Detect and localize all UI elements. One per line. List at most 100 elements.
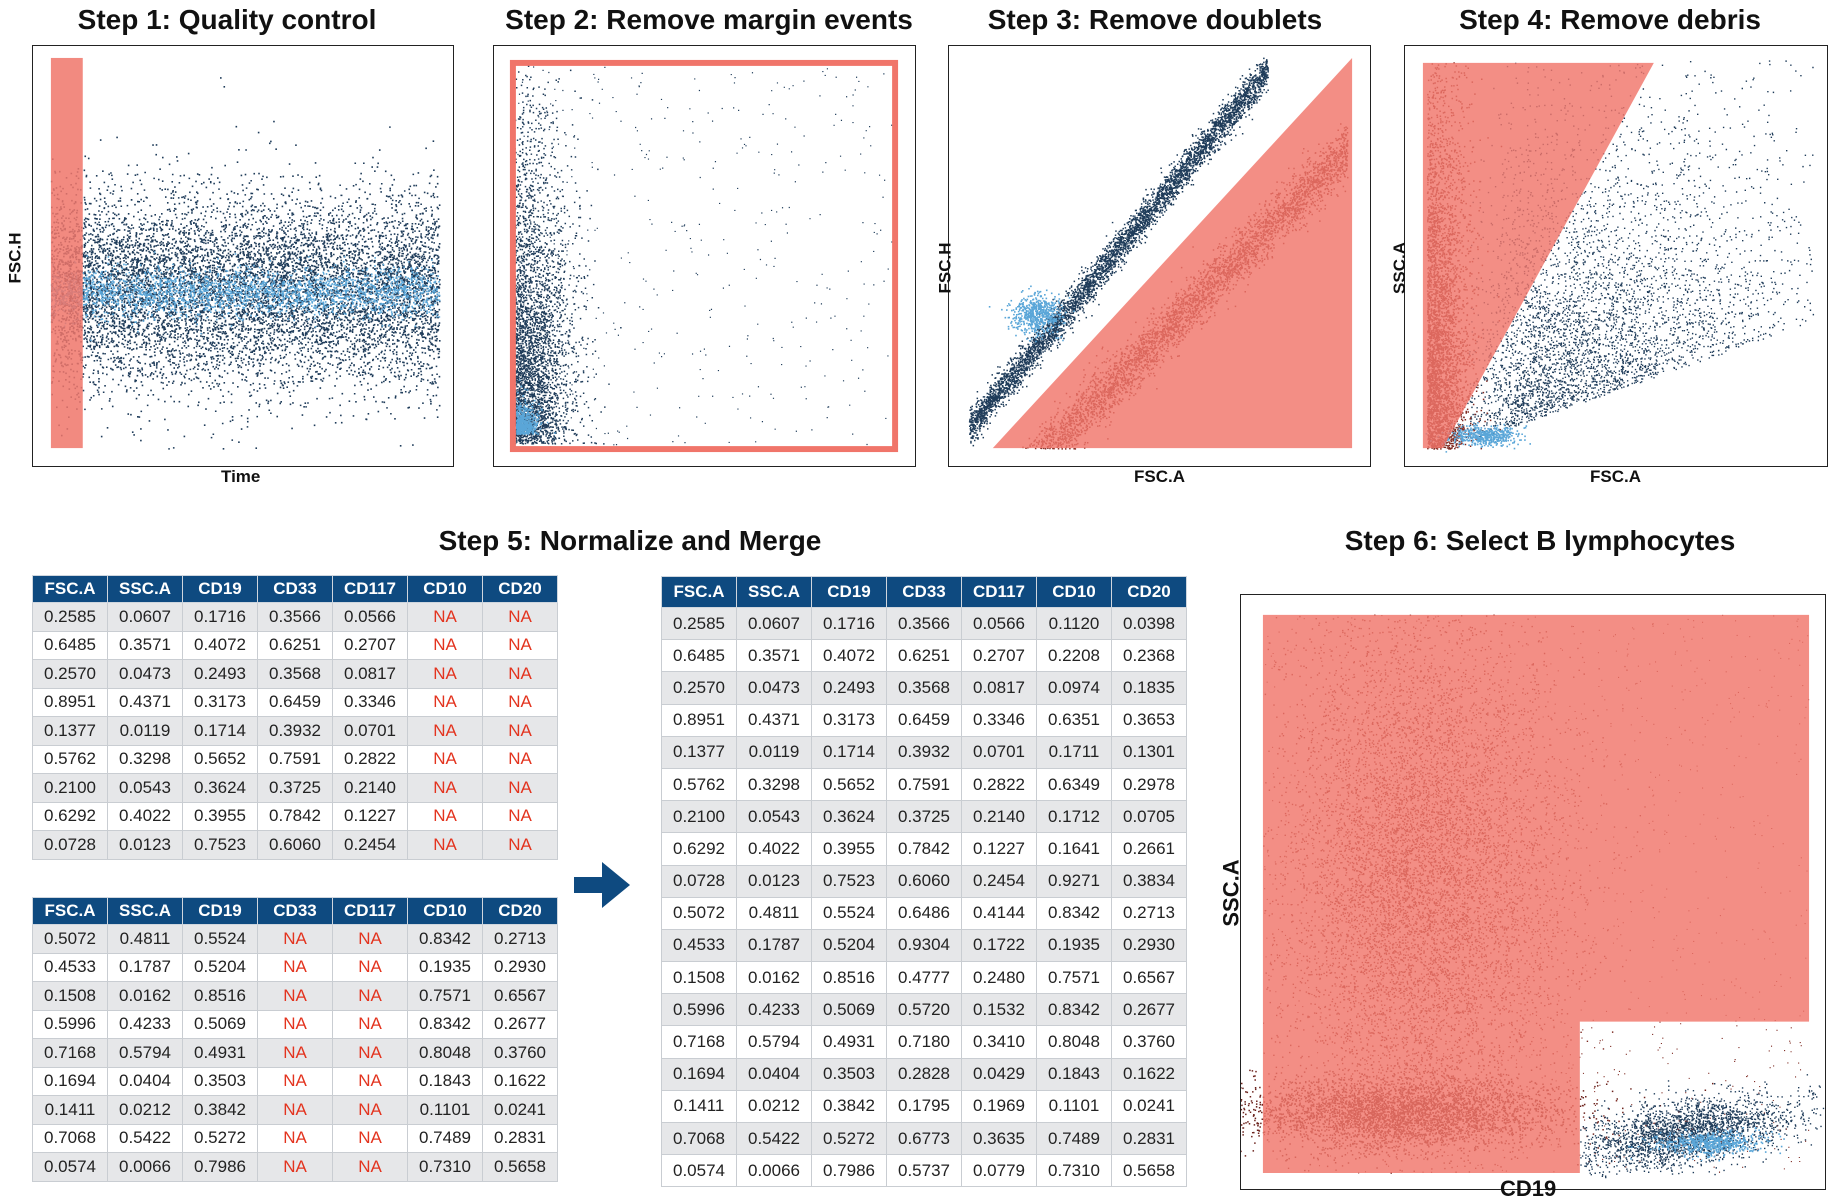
column-header: FSC.A — [32, 575, 108, 603]
table-cell: NA — [257, 924, 333, 954]
table-cell: 0.0974 — [1036, 671, 1112, 705]
table-cell: 0.3410 — [961, 1025, 1037, 1059]
event-dots — [1425, 422, 1532, 453]
table-cell: 0.3635 — [961, 1121, 1037, 1156]
table-cell: 0.8342 — [1036, 993, 1112, 1027]
table-cell: 0.7180 — [886, 1025, 962, 1059]
table-cell: 0.2713 — [482, 924, 558, 954]
table-row: 0.2570 0.0473 0.2493 0.3568 0.0817 NA NA — [32, 659, 558, 689]
table-row: 0.6485 0.3571 0.4072 0.6251 0.2707 NA NA — [32, 630, 558, 660]
column-header: FSC.A — [661, 576, 737, 608]
table-cell: 0.1508 — [32, 981, 108, 1011]
table-cell: 0.2661 — [1111, 832, 1187, 866]
table-cell: NA — [407, 716, 483, 746]
table-cell: 0.2570 — [32, 659, 108, 689]
table-cell: 0.0404 — [736, 1057, 812, 1091]
table-cell: 0.0574 — [661, 1154, 737, 1188]
step1-xlabel: Time — [221, 467, 261, 486]
table-cell: NA — [257, 1123, 333, 1153]
table-cell: NA — [407, 630, 483, 660]
step2-plot — [493, 45, 916, 467]
table-cell: 0.7986 — [811, 1154, 887, 1188]
event-dots — [515, 379, 556, 435]
column-header: CD20 — [482, 575, 558, 603]
table-row: 0.1694 0.0404 0.3503 NA NA 0.1843 0.1622 — [32, 1066, 558, 1096]
table-cell: 0.3725 — [257, 773, 333, 803]
table-row: 0.0574 0.0066 0.7986 0.5737 0.0779 0.7310 0.56… — [661, 1154, 1187, 1188]
table-cell: 0.3346 — [961, 703, 1037, 737]
step6-ylabel: SSC.A — [1218, 859, 1244, 927]
table-cell: 0.5524 — [811, 896, 887, 930]
table-cell: 0.4022 — [107, 801, 183, 831]
table-cell: 0.2585 — [32, 602, 108, 632]
table-cell: NA — [332, 1152, 408, 1182]
table-cell: 0.2140 — [332, 773, 408, 803]
table-cell: 0.1787 — [107, 952, 183, 982]
table-cell: NA — [257, 952, 333, 982]
table-cell: 0.8048 — [407, 1038, 483, 1068]
table-cell: NA — [482, 801, 558, 831]
table-cell: 0.3566 — [886, 606, 962, 641]
column-header: CD19 — [811, 576, 887, 608]
table-cell: 0.1411 — [32, 1095, 108, 1125]
event-dots — [513, 62, 897, 448]
table-row: 0.7168 0.5794 0.4931 0.7180 0.3410 0.8048 0.37… — [661, 1025, 1187, 1059]
table-row: 0.0574 0.0066 0.7986 NA NA 0.7310 0.5658 — [32, 1152, 558, 1182]
table-cell: 0.0779 — [961, 1154, 1037, 1188]
table-cell: NA — [407, 687, 483, 717]
table-cell: 0.2930 — [1111, 928, 1187, 963]
table-cell: 0.2677 — [1111, 993, 1187, 1027]
table-cell: 0.1508 — [661, 961, 737, 995]
step4-plot — [1404, 45, 1828, 467]
table-cell: 0.0398 — [1111, 606, 1187, 641]
table-row: 0.1508 0.0162 0.8516 0.4777 0.2480 0.7571 0.65… — [661, 961, 1187, 995]
table-cell: 0.3955 — [182, 801, 258, 831]
column-header: CD33 — [257, 897, 333, 925]
table-cell: 0.4533 — [661, 928, 737, 963]
table-cell: 0.7591 — [257, 744, 333, 774]
table-cell: 0.1301 — [1111, 735, 1187, 769]
table-cell: 0.0817 — [332, 659, 408, 689]
table-cell: NA — [332, 981, 408, 1011]
table-cell: NA — [332, 924, 408, 954]
table-cell: 0.0473 — [736, 671, 812, 705]
table-cell: 0.1787 — [736, 928, 812, 963]
table-row: 0.6485 0.3571 0.4072 0.6251 0.2707 0.2208 0.23… — [661, 639, 1187, 673]
table-cell: 0.1722 — [961, 928, 1037, 963]
table-cell: NA — [482, 659, 558, 689]
table-cell: 0.1101 — [407, 1095, 483, 1125]
table-cell: 0.2831 — [1111, 1121, 1187, 1156]
step4-ylabel: SSC.A — [1389, 242, 1409, 294]
column-header: CD10 — [407, 897, 483, 925]
table-cell: 0.6349 — [1036, 767, 1112, 802]
table-cell: 0.5652 — [811, 767, 887, 802]
step1-events — [50, 77, 441, 450]
step4-xlabel: FSC.A — [1590, 467, 1641, 486]
event-dots — [51, 251, 441, 342]
table-cell: NA — [407, 744, 483, 774]
table-cell: 0.3842 — [182, 1095, 258, 1125]
step5-title: Step 5: Normalize and Merge — [438, 525, 822, 556]
table-cell: 0.5422 — [107, 1123, 183, 1153]
step3-gate — [992, 57, 1353, 449]
table-row: 0.5072 0.4811 0.5524 0.6486 0.4144 0.8342 0.27… — [661, 896, 1187, 930]
table-cell: 0.6459 — [886, 703, 962, 737]
table-cell: 0.1843 — [407, 1066, 483, 1096]
table-cell: 0.1795 — [886, 1089, 962, 1124]
step6-scatter — [1241, 614, 1825, 1179]
table-row: 0.1377 0.0119 0.1714 0.3932 0.0701 0.1711 0.13… — [661, 735, 1187, 769]
table-cell: 0.5996 — [32, 1009, 108, 1039]
table-cell: 0.2368 — [1111, 639, 1187, 673]
table-cell: 0.5652 — [182, 744, 258, 774]
table-cell: 0.2585 — [661, 606, 737, 641]
table-cell: 0.3760 — [482, 1038, 558, 1068]
table-cell: 0.0728 — [32, 830, 108, 860]
table-cell: 0.6485 — [32, 630, 108, 660]
table-cell: 0.6292 — [661, 832, 737, 866]
table-cell: 0.2100 — [32, 773, 108, 803]
table-cell: 0.0728 — [661, 864, 737, 898]
table-cell: NA — [332, 952, 408, 982]
table-cell: 0.1835 — [1111, 671, 1187, 705]
table-cell: 0.2140 — [961, 800, 1037, 834]
table-row: 0.1377 0.0119 0.1714 0.3932 0.0701 NA NA — [32, 716, 558, 746]
